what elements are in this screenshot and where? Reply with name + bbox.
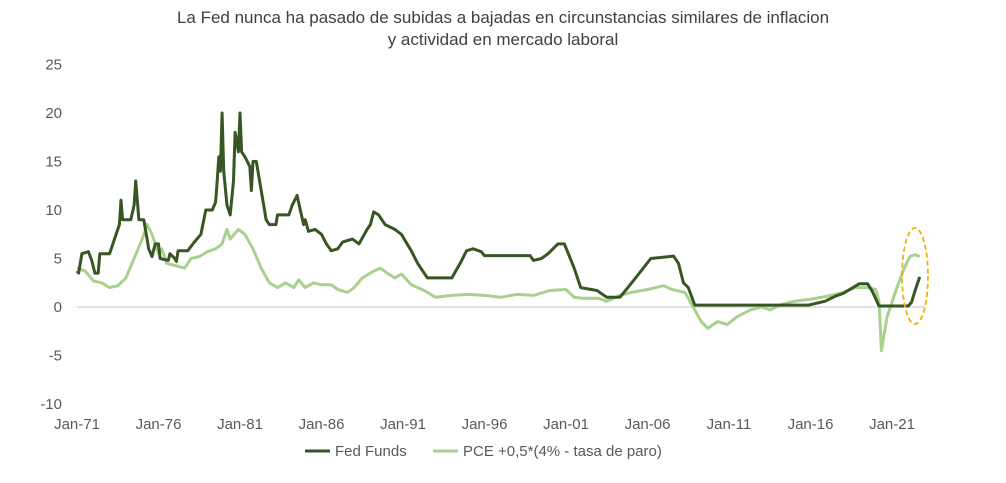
y-tick-label: 10 [45,202,62,219]
x-tick-label: Jan-21 [869,416,915,433]
x-tick-label: Jan-81 [217,416,263,433]
y-tick-label: -5 [49,348,62,365]
x-tick-label: Jan-11 [707,416,752,433]
pce-series-line [76,223,921,353]
y-tick-label: 0 [54,299,62,316]
y-tick-label: 15 [45,154,62,171]
x-tick-label: Jan-96 [462,416,508,433]
chart-title-line-1: La Fed nunca ha pasado de subidas a baja… [176,8,830,27]
x-tick-label: Jan-76 [136,416,182,433]
chart-title-line-2: y actividad en mercado laboral [387,30,619,49]
legend-fed-funds-label: Fed Funds [335,443,407,460]
x-tick-label: Jan-16 [788,416,834,433]
y-tick-label: 5 [54,251,62,268]
x-tick-label: Jan-91 [380,416,426,433]
y-tick-label: 20 [45,105,62,122]
y-tick-label: 25 [45,57,62,74]
x-tick-label: Jan-06 [625,416,671,433]
x-tick-label: Jan-86 [299,416,345,433]
y-tick-label: -10 [40,396,62,413]
x-tick-label: Jan-01 [543,416,589,433]
highlight-ellipse [901,227,929,325]
x-tick-label: Jan-71 [54,416,100,433]
fed-funds-series-line [75,111,922,308]
legend-pce-label: PCE +0,5*(4% - tasa de paro) [463,443,662,460]
